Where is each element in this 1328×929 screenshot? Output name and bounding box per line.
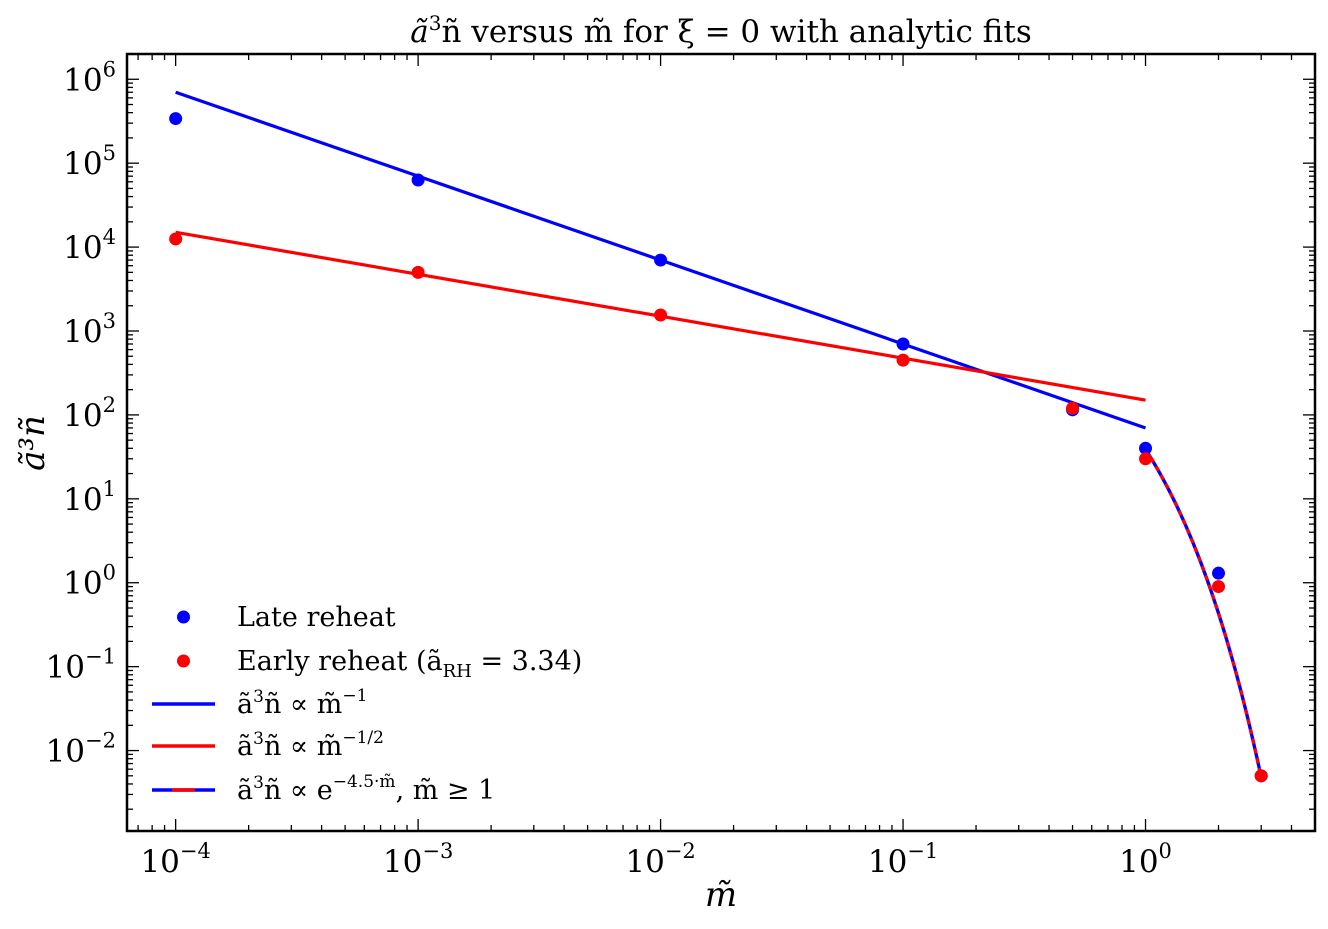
data-point-late [1139, 441, 1153, 455]
y-tick-label: 100 [63, 561, 116, 602]
y-tick-label: 104 [63, 225, 116, 266]
data-point-late [1212, 566, 1226, 580]
legend-marker-dot [177, 610, 190, 624]
exp-fit-line-dashed [1144, 448, 1263, 778]
legend-label: Late reheat [237, 602, 396, 633]
x-tick-label: 10−1 [868, 839, 938, 880]
x-tick-label: 10−2 [625, 839, 695, 880]
data-point-early [896, 353, 910, 367]
y-tick-label: 105 [63, 141, 116, 182]
y-tick-label: 102 [63, 393, 116, 434]
data-point-late [411, 173, 425, 187]
legend-label: ã3ñ ∝ m̃−1 [237, 686, 367, 720]
legend-label: ã3ñ ∝ e−4.5·m̃, m̃ ≥ 1 [237, 772, 495, 806]
y-tick-label: 10−2 [46, 729, 116, 770]
x-axis-label: m̃ [705, 875, 737, 915]
x-tick-label: 10−3 [383, 839, 453, 880]
chart-title: ã3ñ versus m̃ for ξ = 0 with analytic fi… [410, 11, 1031, 50]
data-point-late [169, 112, 183, 126]
x-tick-label: 100 [1119, 839, 1172, 880]
data-point-early [1212, 580, 1226, 594]
plot-frame [125, 52, 1317, 833]
legend: Late reheat Early reheat (ãRH = 3.34) ã3ñ … [152, 602, 582, 806]
series-layer [169, 90, 1268, 783]
y-axis-label: ã³ñ [13, 415, 53, 471]
y-tick-label: 10−1 [46, 645, 116, 686]
data-point-early [1139, 452, 1153, 466]
exp-fit-line [1144, 448, 1263, 778]
data-point-early [411, 265, 425, 279]
data-point-early [654, 308, 668, 322]
data-point-early [169, 232, 183, 246]
y-tick-label: 106 [63, 57, 116, 98]
legend-label: Early reheat (ãRH = 3.34) [237, 646, 582, 682]
tick-layer: 10−4 10−3 10−2 10−1 100 10−2 10−1 100 101 102 103 1… [46, 53, 1316, 880]
x-tick-label: 10−4 [140, 839, 210, 880]
legend-marker-dot [177, 654, 190, 668]
y-tick-label: 101 [63, 477, 116, 518]
y-tick-label: 103 [63, 309, 116, 350]
data-point-late [654, 253, 668, 267]
data-point-early [1254, 769, 1268, 783]
legend-label: ã3ñ ∝ m̃−1/2 [237, 728, 384, 762]
data-point-early [1066, 401, 1080, 415]
data-point-late [896, 337, 910, 351]
